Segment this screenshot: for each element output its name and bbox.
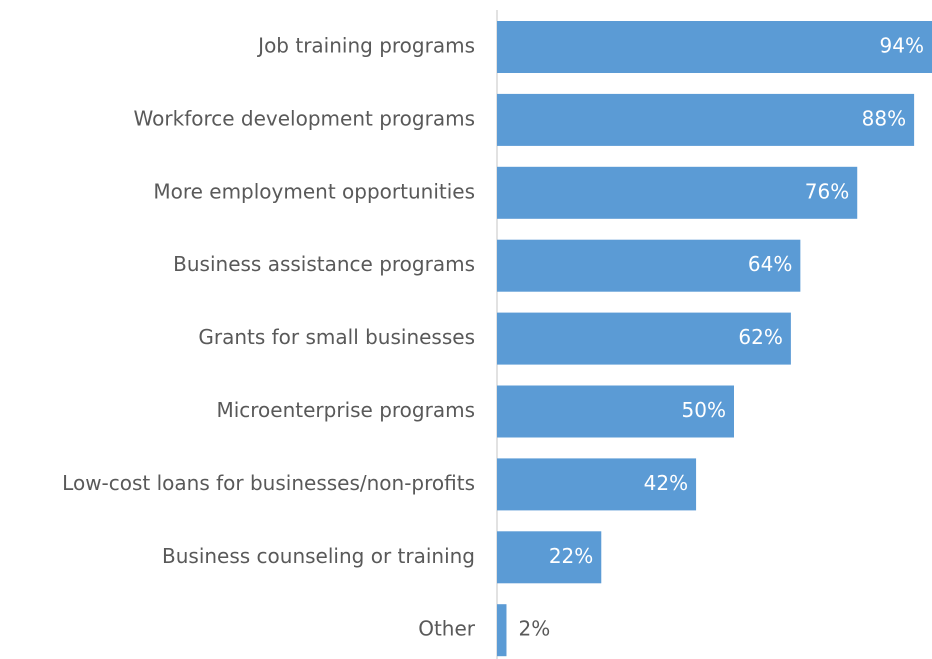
category-label: Workforce development programs [134,106,475,130]
category-label: Job training programs [256,34,475,58]
category-label: Microenterprise programs [216,398,475,422]
bar [497,166,858,219]
category-label: Grants for small businesses [198,325,475,349]
category-label: Business assistance programs [173,252,475,276]
bar [497,385,734,438]
category-label: Business counseling or training [162,544,475,568]
bar [497,93,915,146]
value-label: 94% [880,34,924,58]
value-label: 42% [644,471,688,495]
category-label: Low-cost loans for businesses/non-profit… [62,471,475,495]
bar [497,21,932,73]
value-label: 62% [738,325,782,349]
bar [497,604,507,657]
value-label: 88% [862,106,906,130]
value-label: 64% [748,252,792,276]
category-label: More employment opportunities [153,179,475,203]
bar [497,312,791,365]
value-label: 50% [682,398,726,422]
bar [497,239,801,292]
value-label: 76% [805,179,849,203]
value-label: 2% [518,617,550,641]
bar [497,531,602,584]
value-label: 22% [549,544,593,568]
category-label: Other [418,617,476,641]
bar [497,458,697,511]
